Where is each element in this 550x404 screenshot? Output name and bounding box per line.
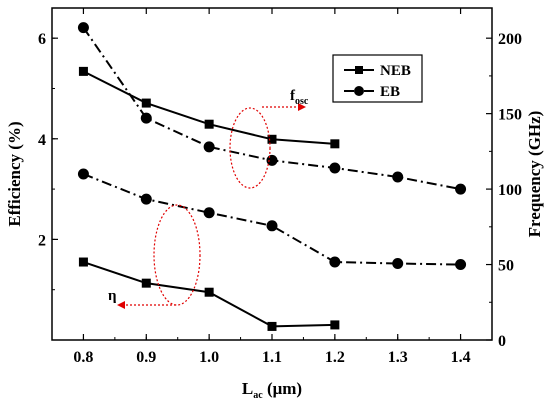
point-neb-left xyxy=(141,278,151,288)
y-axis-title-left: Efficiency (%) xyxy=(5,121,24,226)
series-group xyxy=(77,22,467,331)
y-left-tick-label: 6 xyxy=(38,31,46,48)
x-tick-label: 0.9 xyxy=(136,349,156,366)
x-tick-label: 1.0 xyxy=(199,349,219,366)
fosc-ellipse xyxy=(229,107,271,189)
x-tick-label: 1.2 xyxy=(325,349,345,366)
point-eb-right xyxy=(392,171,404,183)
x-tick-label: 1.4 xyxy=(451,349,471,366)
legend-box xyxy=(332,54,423,103)
series-line-eb-left xyxy=(83,173,461,266)
point-eb-right xyxy=(455,183,467,195)
y-right-tick-label: 50 xyxy=(498,258,514,275)
legend-label-eb: EB xyxy=(380,84,400,100)
x-tick-label: 1.3 xyxy=(388,349,408,366)
point-eb-left xyxy=(203,207,215,219)
fosc-arrow-head xyxy=(298,103,306,111)
legend-marker-neb xyxy=(355,66,363,74)
legend-marker-eb xyxy=(354,86,364,96)
eta-annotation: η xyxy=(108,288,117,304)
point-neb-left xyxy=(204,287,214,297)
plot-frame xyxy=(51,7,493,341)
x-tick-label: 1.1 xyxy=(262,349,282,366)
point-neb-right xyxy=(204,119,214,129)
x-axis-title: Lac (μm) xyxy=(242,379,302,401)
y-right-tick-label: 200 xyxy=(498,31,522,48)
point-neb-left xyxy=(330,320,340,330)
x-tick-label: 0.8 xyxy=(73,349,93,366)
eta-arrow-head xyxy=(117,301,125,309)
point-eb-left xyxy=(392,258,404,270)
point-neb-left xyxy=(267,321,277,331)
y-left-tick-label: 2 xyxy=(38,232,46,249)
point-neb-right xyxy=(141,98,151,108)
y-left-tick-label: 4 xyxy=(38,132,46,149)
point-eb-left xyxy=(266,220,278,232)
y-right-tick-label: 150 xyxy=(498,107,522,124)
eta-ellipse xyxy=(153,204,201,306)
point-eb-right xyxy=(329,162,341,174)
point-eb-right xyxy=(203,141,215,153)
fosc-annotation: fosc xyxy=(290,88,309,107)
point-neb-right xyxy=(78,66,88,76)
legend: NEB EB xyxy=(332,54,423,103)
y-right-tick-label: 100 xyxy=(498,182,522,199)
point-eb-left xyxy=(455,259,467,271)
y-right-tick-label: 0 xyxy=(498,333,506,350)
point-eb-right xyxy=(140,112,152,124)
point-eb-left xyxy=(140,193,152,205)
legend-label-neb: NEB xyxy=(380,63,411,79)
point-neb-left xyxy=(78,257,88,267)
point-eb-right xyxy=(77,22,89,34)
point-neb-right xyxy=(330,139,340,149)
point-eb-left xyxy=(77,168,89,180)
annotations: fosc η xyxy=(108,88,309,309)
ticks: 0.8 0.9 1.0 1.1 1.2 1.3 1.4 2 4 6 0 50 100 150 200 xyxy=(38,8,522,366)
point-neb-right xyxy=(267,134,277,144)
y-axis-title-right: Frequency (GHz) xyxy=(525,111,544,238)
point-eb-left xyxy=(329,256,341,268)
